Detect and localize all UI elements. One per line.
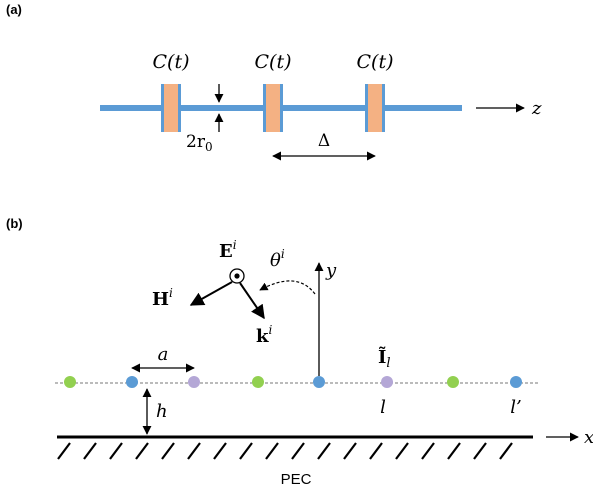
e-field-circle	[229, 268, 245, 284]
hatch-line	[265, 442, 279, 460]
hatch-line	[135, 442, 149, 460]
capacitor-3	[365, 84, 385, 132]
capacitor-2	[263, 84, 283, 132]
capacitor-label-1: C(t)	[153, 51, 190, 73]
theta-label: θi	[270, 247, 285, 271]
element-green-1	[64, 376, 76, 388]
hatch-line	[291, 442, 305, 460]
hatch-line	[83, 442, 97, 460]
element-blue-3	[510, 376, 522, 388]
y-axis-label: y	[325, 260, 337, 281]
hatch-line	[421, 442, 435, 460]
pec-label: PEC	[281, 471, 312, 488]
hatch-line	[317, 442, 331, 460]
current-label: Ĩl	[378, 345, 391, 371]
hatch-line	[369, 442, 383, 460]
h-field-label: Hi	[152, 286, 173, 310]
radius-label: 2r0	[186, 132, 213, 154]
index-l-label: l	[380, 397, 386, 418]
element-green-3	[447, 376, 459, 388]
index-lprime-label: l’	[510, 397, 521, 418]
hatch-line	[161, 442, 175, 460]
hatch-line	[343, 442, 357, 460]
spacing-a-label: a	[158, 344, 169, 365]
element-green-2	[252, 376, 264, 388]
theta-arc	[259, 280, 316, 295]
e-field-label: Ei	[219, 238, 237, 262]
hatch-line	[395, 442, 409, 460]
z-axis-label: z	[531, 98, 542, 119]
panel-b-label: (b)	[6, 216, 23, 231]
ground-hatching	[57, 442, 513, 460]
hatch-line	[109, 442, 123, 460]
spacing-label: Δ	[318, 131, 330, 151]
e-field-dot	[234, 273, 240, 279]
k-vector-arrow	[239, 282, 265, 320]
element-blue-2	[313, 376, 325, 388]
capacitor-label-3: C(t)	[357, 51, 394, 73]
hatch-line	[473, 442, 487, 460]
hatch-line	[187, 442, 201, 460]
hatch-line	[57, 442, 71, 460]
h-field-arrow	[189, 281, 233, 306]
hatch-line	[239, 442, 253, 460]
element-purple-1	[188, 376, 200, 388]
hatch-line	[499, 442, 513, 460]
capacitor-label-2: C(t)	[255, 51, 292, 73]
capacitor-1	[161, 84, 181, 132]
element-purple-2	[381, 376, 393, 388]
x-axis-label: x	[584, 427, 593, 448]
hatch-line	[213, 442, 227, 460]
height-h-label: h	[156, 401, 168, 422]
panel-a-label: (a)	[6, 2, 22, 17]
hatch-line	[447, 442, 461, 460]
k-vector-label: ki	[256, 323, 272, 347]
element-blue-1	[126, 376, 138, 388]
